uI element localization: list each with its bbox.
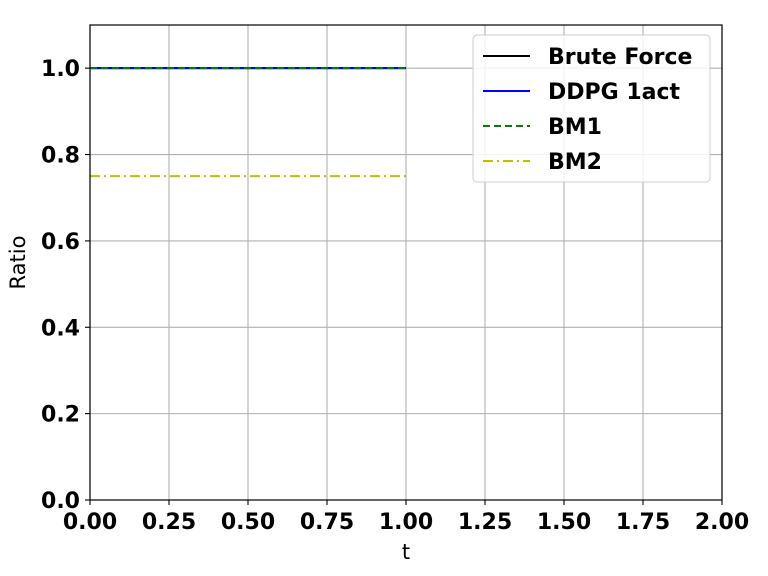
y-tick-label: 0.4: [41, 316, 80, 341]
x-tick-label: 1.25: [458, 510, 512, 535]
legend-label: BM2: [548, 150, 602, 175]
legend-label: DDPG 1act: [548, 80, 681, 105]
x-tick-label: 0.25: [142, 510, 196, 535]
x-tick-label: 1.50: [537, 510, 591, 535]
x-tick-label: 2.00: [695, 510, 749, 535]
y-tick-label: 0.8: [41, 144, 80, 169]
x-tick-label: 0.50: [221, 510, 275, 535]
series-layer: [90, 67, 406, 178]
x-tick-label: 0.00: [63, 510, 117, 535]
x-tick-label: 1.75: [616, 510, 670, 535]
x-tick-label: 1.00: [379, 510, 433, 535]
x-axis-label: t: [402, 540, 410, 564]
legend-label: Brute Force: [548, 45, 692, 70]
y-tick-label: 0.2: [41, 403, 80, 428]
legend-label: BM1: [548, 115, 602, 140]
y-axis-label: Ratio: [6, 236, 30, 290]
legend-box: [472, 34, 711, 183]
x-tick-label: 0.75: [300, 510, 354, 535]
legend: Brute Force DDPG 1act BM1 BM2: [472, 34, 711, 183]
y-tick-label: 1.0: [41, 57, 80, 82]
ticks: 0.00 0.25 0.50 0.75 1.00 1.25 1.50 1.75 2.00 0.0 0…: [41, 57, 749, 535]
y-tick-label: 0.6: [41, 230, 80, 255]
y-tick-label: 0.0: [41, 489, 80, 514]
